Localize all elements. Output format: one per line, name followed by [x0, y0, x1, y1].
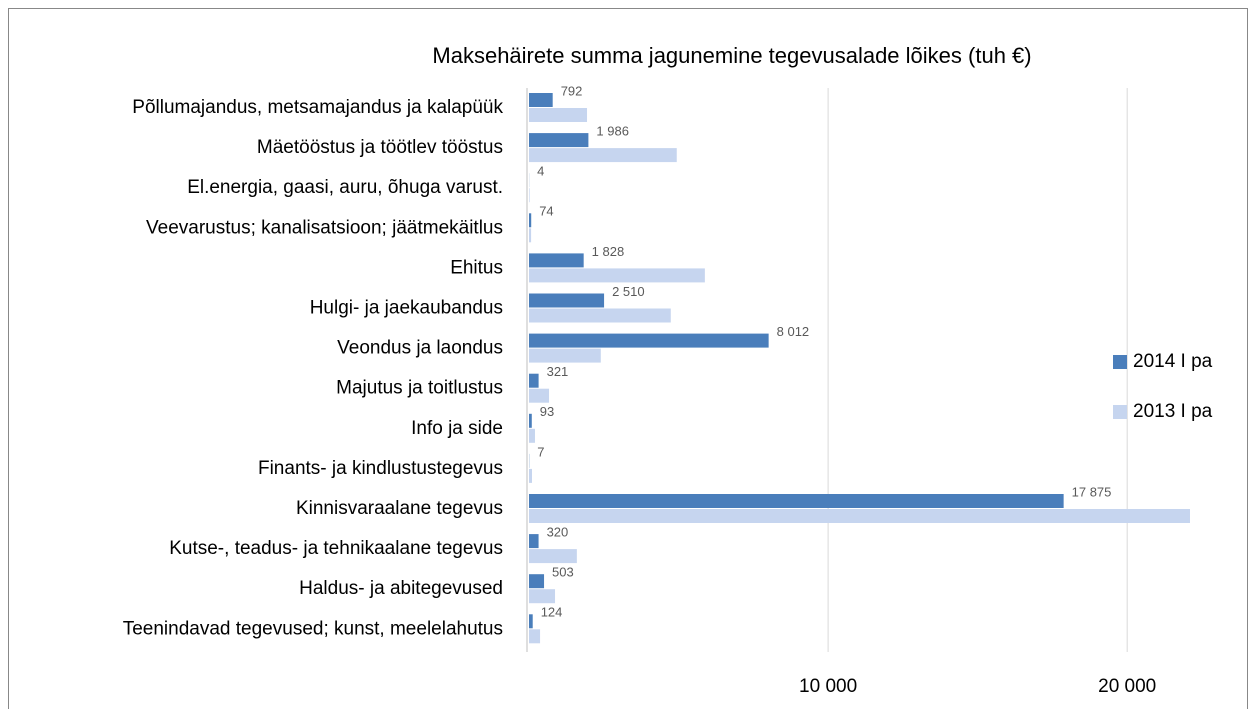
bar — [529, 148, 677, 162]
bar — [529, 294, 604, 308]
data-label: 1 828 — [592, 244, 625, 259]
legend-swatch — [1113, 355, 1127, 369]
bar — [529, 309, 671, 323]
bar — [529, 414, 532, 428]
data-label: 4 — [537, 164, 544, 179]
bar — [529, 228, 531, 242]
category-label: Veondus ja laondus — [337, 338, 503, 359]
category-label: Veevarustus; kanalisatsioon; jäätmekäitl… — [146, 217, 503, 238]
category-label: Põllumajandus, metsamajandus ja kalapüük — [132, 97, 503, 118]
data-label: 17 875 — [1072, 484, 1112, 499]
bar — [529, 213, 531, 227]
bar — [529, 549, 577, 563]
bar — [529, 374, 539, 388]
category-label: Haldus- ja abitegevused — [299, 578, 503, 599]
data-label: 503 — [552, 565, 574, 580]
bar — [529, 268, 705, 282]
x-tick-label: 10 000 — [799, 676, 857, 697]
bar — [529, 188, 530, 202]
bar — [529, 469, 532, 483]
category-label: Finants- ja kindlustustegevus — [258, 458, 503, 479]
data-label: 7 — [537, 444, 544, 459]
category-label: Ehitus — [450, 257, 503, 278]
category-label: Majutus ja toitlustus — [336, 378, 503, 399]
legend-label: 2014 I pa — [1133, 351, 1213, 372]
category-label: Kutse-, teadus- ja tehnikaalane tegevus — [169, 538, 503, 559]
chart-title: Maksehäirete summa jagunemine tegevusala… — [432, 43, 1031, 68]
category-label: Hulgi- ja jaekaubandus — [310, 298, 503, 319]
legend-label: 2013 I pa — [1133, 401, 1213, 422]
bar — [529, 93, 553, 107]
bar — [529, 334, 769, 348]
data-label: 2 510 — [612, 284, 645, 299]
data-label: 792 — [561, 83, 583, 98]
legend-swatch — [1113, 405, 1127, 419]
bar — [529, 133, 588, 147]
bar — [529, 429, 535, 443]
data-label: 124 — [541, 605, 563, 620]
bar — [529, 534, 539, 548]
category-label: Teenindavad tegevused; kunst, meelelahut… — [123, 618, 503, 639]
bar — [529, 494, 1064, 508]
bar — [529, 108, 587, 122]
x-tick-label: 20 000 — [1098, 676, 1156, 697]
bar — [529, 574, 544, 588]
bar — [529, 253, 584, 267]
category-label: Info ja side — [411, 418, 503, 439]
data-label: 321 — [547, 364, 569, 379]
data-label: 74 — [539, 204, 553, 219]
category-label: Mäetööstus ja töötlev tööstus — [257, 137, 503, 158]
bar — [529, 629, 540, 643]
bar — [529, 614, 533, 628]
bar — [529, 589, 555, 603]
bar — [529, 349, 601, 363]
data-label: 8 012 — [777, 324, 810, 339]
category-label: El.energia, gaasi, auru, õhuga varust. — [187, 177, 503, 198]
data-label: 93 — [540, 404, 554, 419]
data-label: 1 986 — [596, 124, 629, 139]
bar — [529, 509, 1190, 523]
data-label: 320 — [547, 525, 569, 540]
bar — [529, 389, 549, 403]
category-label: Kinnisvaraalane tegevus — [296, 498, 503, 519]
